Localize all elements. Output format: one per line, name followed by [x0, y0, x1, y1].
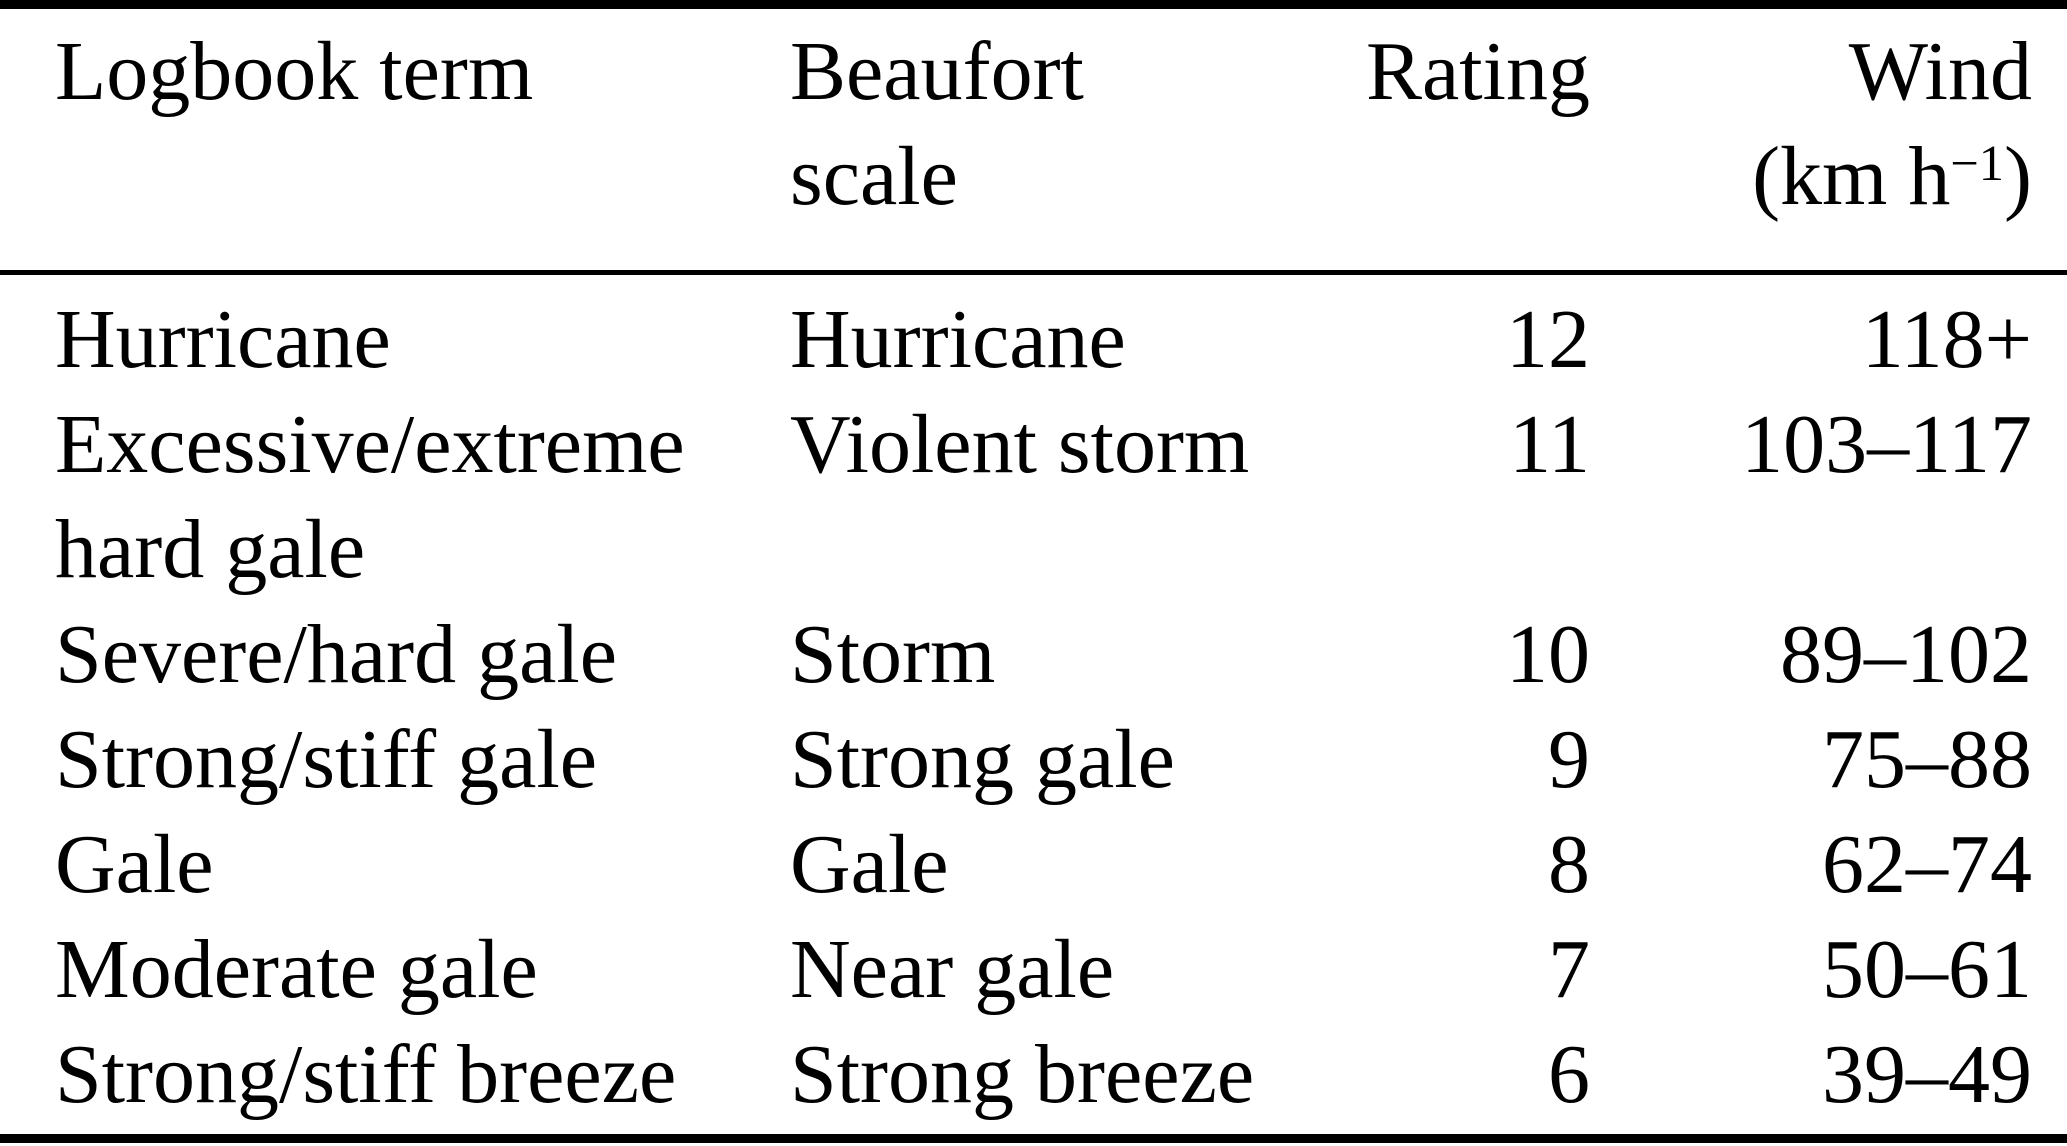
table-row: Strong/stiff gale Strong gale 9 75–88 — [0, 707, 2067, 812]
header-rating: Rating — [1310, 4, 1590, 275]
table-row: Gale Gale 8 62–74 — [0, 812, 2067, 917]
cell-rating: 11 — [1509, 398, 1590, 491]
cell-wind-range: 39–49 — [1822, 1028, 2032, 1121]
header-logbook-term: Logbook term — [0, 4, 790, 275]
table-row: Strong/stiff breeze Strong breeze 6 39–4… — [0, 1022, 2067, 1139]
cell-wind-range: 62–74 — [1822, 818, 2032, 911]
cell-beaufort-term: Hurricane — [790, 293, 1126, 386]
cell-rating: 7 — [1548, 923, 1590, 1016]
header-wind: Wind (km h−1) — [1590, 4, 2067, 275]
cell-logbook-term: Hurricane — [55, 293, 391, 386]
header-beaufort-line2: scale — [790, 130, 958, 223]
cell-logbook-term: Excessive/extreme hard gale — [55, 398, 685, 596]
header-logbook-term-label: Logbook term — [55, 25, 534, 118]
cell-rating: 6 — [1548, 1028, 1590, 1121]
header-rating-label: Rating — [1366, 25, 1590, 118]
header-wind-unit: (km h−1) — [1590, 124, 2032, 229]
cell-wind-range: 75–88 — [1822, 713, 2032, 806]
header-wind-line1: Wind — [1848, 25, 2032, 118]
cell-logbook-term: Strong/stiff gale — [55, 713, 598, 806]
cell-rating: 8 — [1548, 818, 1590, 911]
header-beaufort-line1: Beaufort — [790, 25, 1084, 118]
wind-unit-close: ) — [2004, 130, 2032, 223]
table-body: Hurricane Hurricane 12 118+ Excessive/ex… — [0, 273, 2067, 1139]
cell-logbook-term: Strong/stiff breeze — [55, 1028, 677, 1121]
table-row: Excessive/extreme hard gale Violent stor… — [0, 392, 2067, 602]
cell-beaufort-term: Near gale — [790, 923, 1115, 1016]
cell-beaufort-term: Storm — [790, 608, 996, 701]
cell-beaufort-term: Gale — [790, 818, 949, 911]
cell-rating: 10 — [1506, 608, 1590, 701]
cell-beaufort-term: Strong breeze — [790, 1028, 1255, 1121]
cell-beaufort-term: Strong gale — [790, 713, 1175, 806]
cell-logbook-term: Severe/hard gale — [55, 608, 618, 701]
table-row: Hurricane Hurricane 12 118+ — [0, 273, 2067, 393]
table-header: Logbook term Beaufort scale Rating Wind … — [0, 4, 2067, 275]
cell-rating: 12 — [1506, 293, 1590, 386]
cell-wind-range: 103–117 — [1741, 398, 2032, 491]
cell-logbook-term: Gale — [55, 818, 214, 911]
cell-wind-range: 50–61 — [1822, 923, 2032, 1016]
header-row: Logbook term Beaufort scale Rating Wind … — [0, 4, 2067, 275]
wind-unit-open: (km h — [1752, 130, 1951, 223]
cell-rating: 9 — [1548, 713, 1590, 806]
cell-beaufort-term: Violent storm — [790, 398, 1250, 491]
cell-logbook-term: Moderate gale — [55, 923, 538, 1016]
table-row: Moderate gale Near gale 7 50–61 — [0, 917, 2067, 1022]
wind-unit-superscript: −1 — [1950, 134, 2005, 191]
cell-wind-range: 89–102 — [1780, 608, 2032, 701]
cell-wind-range: 118+ — [1861, 293, 2032, 386]
header-beaufort-scale: Beaufort scale — [790, 4, 1310, 275]
table-row: Severe/hard gale Storm 10 89–102 — [0, 602, 2067, 707]
